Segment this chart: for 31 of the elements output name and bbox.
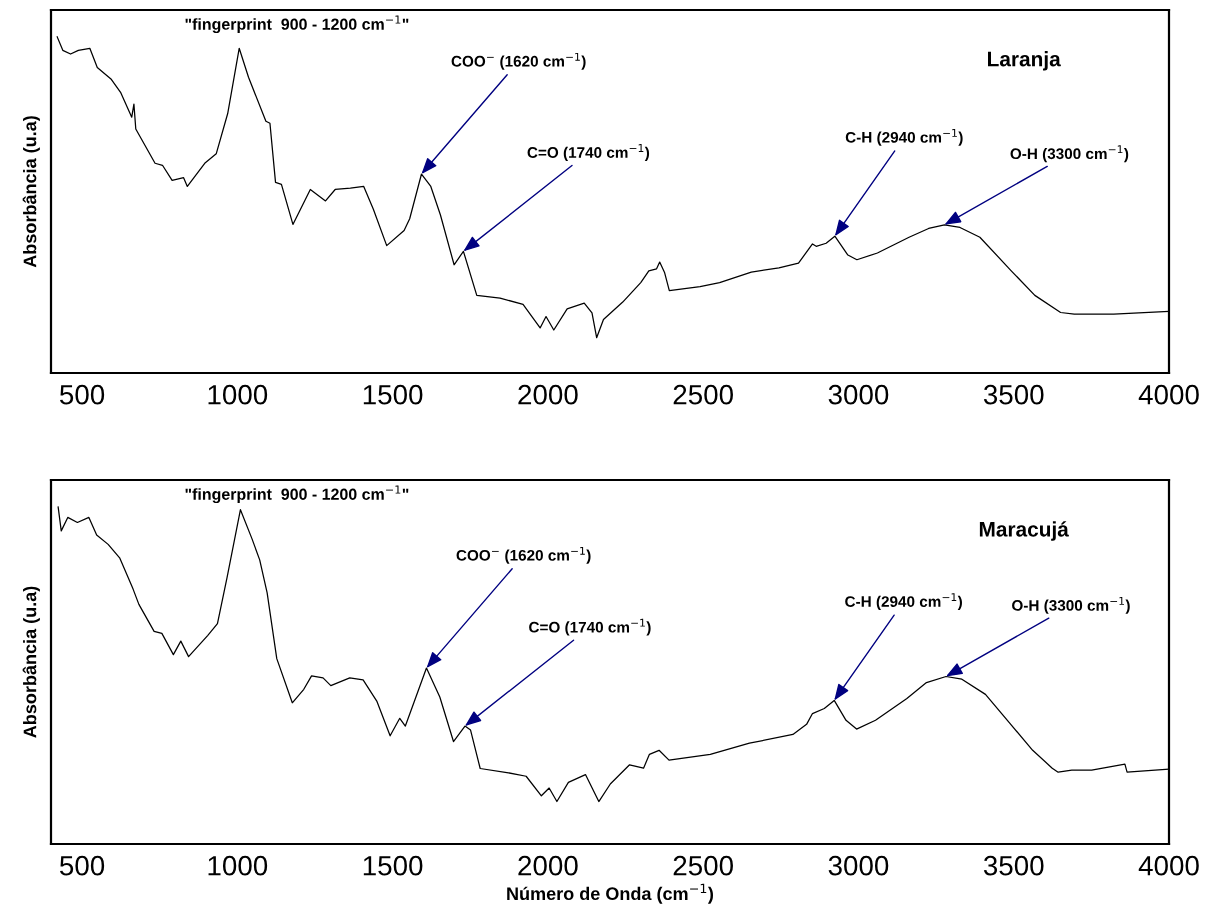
x-tick-label: 2000 xyxy=(518,384,578,405)
x-tick-label: 1000 xyxy=(208,855,268,876)
x-tick-label: 2500 xyxy=(673,855,733,876)
x-tick-label: 2000 xyxy=(518,855,578,876)
x-tick-label: 4000 xyxy=(1138,384,1199,405)
x-tick-label: 3500 xyxy=(983,384,1044,405)
annotation: COO$^{−}$ (1620 cm$^{−1}$) xyxy=(456,546,591,564)
annotation: C=O (1740 cm$^{−1}$) xyxy=(529,618,651,636)
x-tick-label: 3000 xyxy=(828,855,889,876)
x-axis-title: Número de Onda (cm$^{−1}$) xyxy=(507,883,713,904)
annotation: COO$^{−}$ (1620 cm$^{−1}$) xyxy=(451,52,586,70)
text: "fingerprint 900 - 1200 cm$^{−1}$" xyxy=(185,15,409,34)
x-tick-label: 3000 xyxy=(828,384,889,405)
x-tick-label: 4000 xyxy=(1138,855,1199,876)
annotation: C-H (2940 cm$^{−1}$) xyxy=(845,593,962,610)
annotation: O-H (3300 cm$^{−1}$) xyxy=(1010,145,1129,163)
x-tick-label: 1000 xyxy=(208,384,268,405)
x-tick-label: 1500 xyxy=(363,384,423,405)
x-tick-label: 500 xyxy=(60,855,105,876)
x-tick-label: 500 xyxy=(60,384,105,405)
annotation: C-H (2940 cm$^{−1}$) xyxy=(845,128,963,146)
x-tick-label: 2500 xyxy=(673,384,733,405)
text: "fingerprint 900 - 1200 cm$^{−1}$" xyxy=(185,485,409,504)
annotation: C=O (1740 cm$^{−1}$) xyxy=(527,144,650,161)
x-tick-label: 1500 xyxy=(363,855,423,876)
text: Maracujá xyxy=(979,521,1069,541)
y-axis-title: Absorbância (u.a) xyxy=(22,116,40,268)
annotation: O-H (3300 cm$^{−1}$) xyxy=(1012,597,1130,614)
x-tick-label: 3500 xyxy=(983,855,1044,876)
y-axis-title: Absorbância (u.a) xyxy=(22,586,40,738)
text: Laranja xyxy=(988,51,1061,71)
